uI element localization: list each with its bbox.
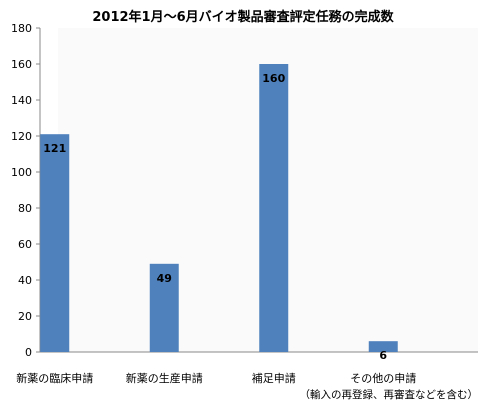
category-labels: 新薬の臨床申請 新薬の生産申請 補足申請 その他の申請 — [16, 371, 416, 385]
data-label: 49 — [157, 272, 172, 285]
y-tick-label: 120 — [11, 130, 32, 143]
bar — [40, 134, 70, 352]
chart-title: 2012年1月～6月バイオ製品審査評定任務の完成数 — [92, 10, 394, 25]
y-tick-label: 0 — [25, 346, 32, 359]
y-tick-label: 180 — [11, 22, 32, 35]
y-tick-label: 80 — [18, 202, 32, 215]
y-tick-label: 60 — [18, 238, 32, 251]
bar — [259, 64, 289, 352]
x-tick-label: 新薬の臨床申請 — [16, 371, 93, 385]
data-label: 160 — [262, 72, 285, 85]
chart-footnote: （輸入の再登録、再審査などを含む） — [299, 389, 479, 401]
y-tick-label: 160 — [11, 58, 32, 71]
bar — [149, 263, 179, 352]
x-tick-label: 新薬の生産申請 — [126, 371, 203, 385]
y-tick-label: 100 — [11, 166, 32, 179]
x-tick-label: その他の申請 — [350, 371, 416, 385]
bar — [368, 341, 398, 352]
y-tick-label: 140 — [11, 94, 32, 107]
y-tick-label: 20 — [18, 310, 32, 323]
data-label: 6 — [379, 349, 387, 362]
y-tick-label: 40 — [18, 274, 32, 287]
y-axis: 0 20 40 60 80 100 120 140 160 180 — [11, 22, 41, 359]
data-labels: 121 49 160 6 — [43, 72, 387, 362]
x-tick-label: 補足申請 — [252, 371, 296, 385]
bars — [40, 64, 398, 352]
data-label: 121 — [43, 142, 66, 155]
